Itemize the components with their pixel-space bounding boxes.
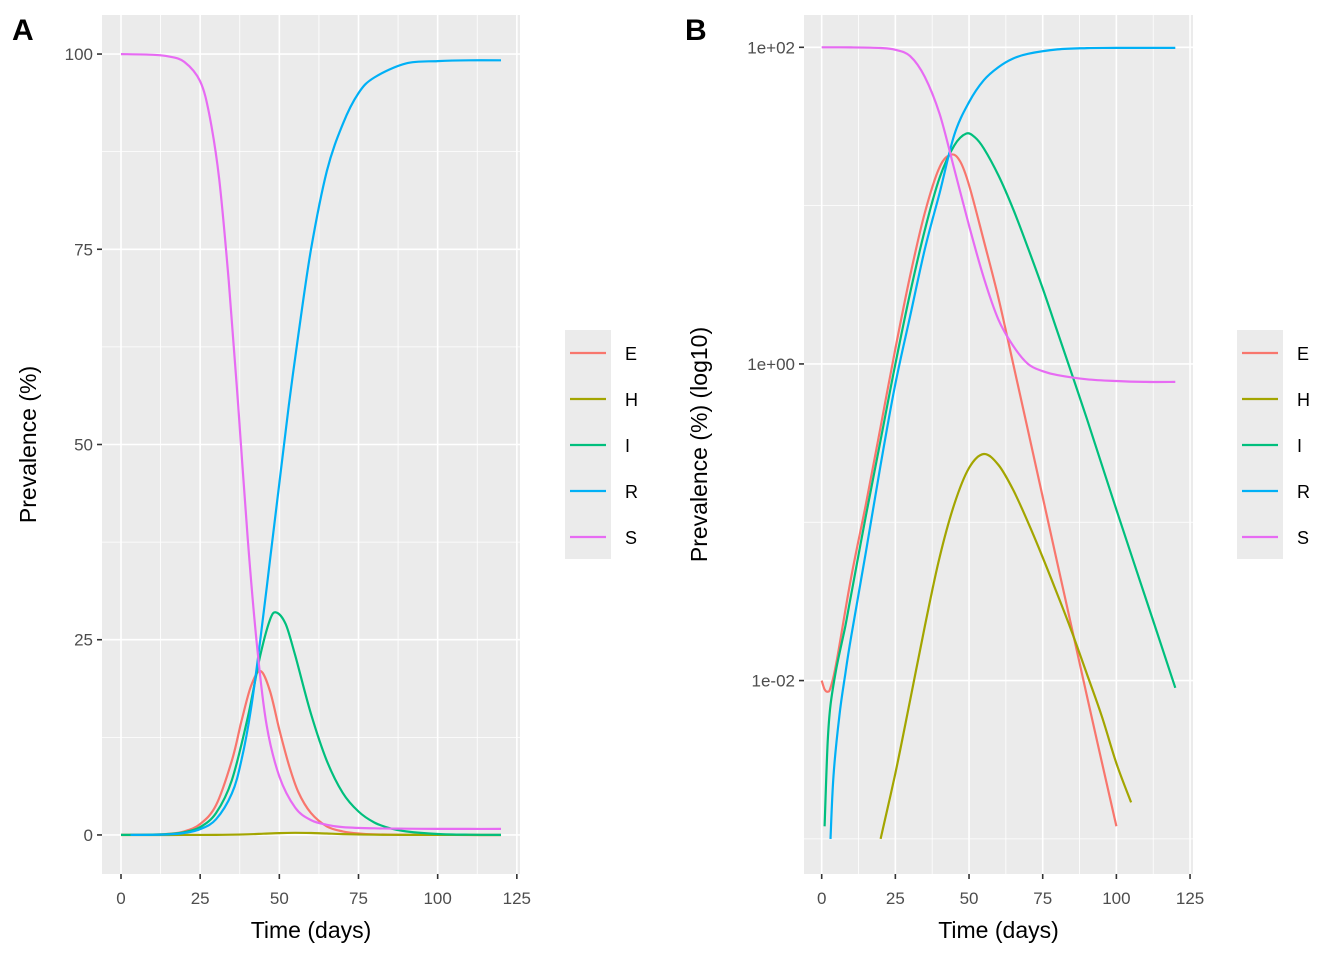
legend-label-i: I [625,436,630,456]
series-line-r [829,46,1176,839]
legend-label-e: E [1297,344,1309,364]
y-tick-label: 25 [74,631,93,650]
y-tick-label: 1e-02 [752,672,795,691]
panel-a: 0 25 50 75 100 125 0 25 50 75 100 A Time (days) Preva… [12,14,638,943]
y-tick-label: 1e+00 [747,355,795,374]
series-line-i [823,132,1177,827]
legend: E H I R S [565,330,638,559]
y-axis-title: Prevalence (%) [15,366,41,523]
panel-label: B [685,14,707,47]
x-axis-title: Time (days) [251,917,372,943]
x-tick-label: 0 [116,889,125,908]
series-line-h [879,452,1133,840]
panel-label: A [12,14,34,47]
x-tick-label: 75 [349,889,368,908]
series-line-r [130,59,502,836]
legend-label-s: S [1297,528,1309,548]
x-tick-label: 125 [503,889,531,908]
legend-label-r: R [625,482,638,502]
series-line-s [821,46,1176,384]
legend-label-h: H [1297,390,1310,410]
x-tick-label: 50 [270,889,289,908]
series-group [120,53,502,837]
y-tick-label: 0 [84,826,93,845]
y-tick-label: 50 [74,436,93,455]
legend-label-e: E [625,344,637,364]
y-tick-label: 1e+02 [747,38,795,57]
legend-label-r: R [1297,482,1310,502]
x-tick-label: 100 [1102,889,1130,908]
plot-background [804,15,1193,874]
series-line-h [120,831,502,837]
legend: E H I R S [1237,330,1310,559]
x-tick-label: 75 [1033,889,1052,908]
x-tick-label: 0 [817,889,826,908]
legend-label-i: I [1297,436,1302,456]
y-tick-label: 75 [74,240,93,259]
series-group [820,46,1177,840]
x-tick-label: 25 [886,889,905,908]
x-axis-title: Time (days) [938,917,1059,943]
x-tick-label: 125 [1176,889,1204,908]
x-tick-label: 100 [423,889,451,908]
panel-b: 0 25 50 75 100 125 1e-02 1e+00 1e+02 B Time (days)… [685,14,1310,943]
x-tick-label: 50 [960,889,979,908]
legend-label-h: H [625,390,638,410]
series-line-s [120,53,502,831]
x-tick-label: 25 [191,889,210,908]
y-axis-title: Prevalence (%) (log10) [686,327,712,562]
y-tick-label: 100 [65,45,93,64]
legend-label-s: S [625,528,637,548]
